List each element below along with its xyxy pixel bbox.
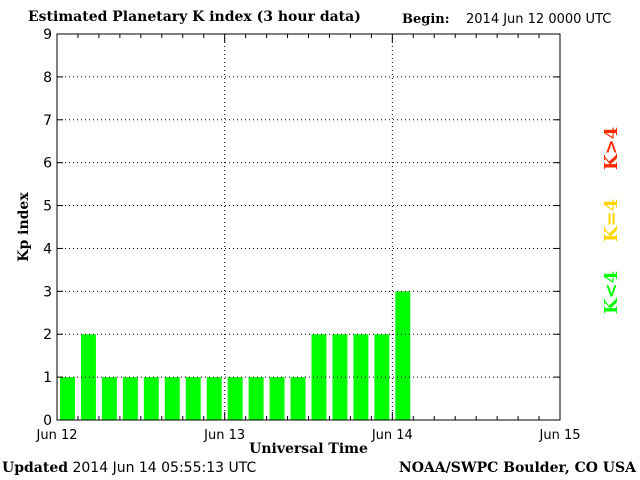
kp-bar — [332, 334, 348, 420]
y-tick-label: 7 — [43, 113, 52, 129]
y-tick-label: 9 — [43, 27, 52, 43]
legend-k-greater: K>4 — [601, 126, 622, 170]
kp-bar — [80, 334, 96, 420]
y-axis-label: Kp index — [16, 192, 32, 262]
x-tick-label: Jun 15 — [539, 428, 581, 443]
y-tick-label: 1 — [43, 370, 52, 386]
y-tick-label: 5 — [43, 199, 52, 215]
kp-bar — [290, 377, 306, 420]
kp-bar — [143, 377, 159, 420]
kp-bar — [311, 334, 327, 420]
credit-line: NOAA/SWPC Boulder, CO USA — [398, 460, 636, 476]
y-tick-label: 6 — [43, 156, 52, 172]
y-tick-label: 2 — [43, 327, 52, 343]
begin-value: 2014 Jun 12 0000 UTC — [466, 12, 612, 27]
y-tick-label: 4 — [43, 241, 52, 257]
chart-title: Estimated Planetary K index (3 hour data… — [28, 9, 361, 25]
kp-bar — [395, 291, 411, 420]
begin-label: Begin: — [402, 12, 450, 27]
kp-bar — [248, 377, 264, 420]
y-tick-label: 3 — [43, 284, 52, 300]
plot-frame — [56, 33, 561, 421]
kp-bar — [269, 377, 285, 420]
updated-timestamp: Updated 2014 Jun 14 05:55:13 UTC — [2, 460, 256, 476]
kp-bar — [227, 377, 243, 420]
x-tick-label: Jun 14 — [371, 428, 413, 443]
kp-bar — [60, 377, 75, 420]
y-tick-label: 0 — [43, 413, 52, 429]
x-tick-label: Jun 13 — [203, 428, 245, 443]
kp-bar — [206, 377, 222, 420]
updated-label: Updated — [2, 460, 69, 476]
kp-bar — [353, 334, 369, 420]
y-tick-label: 8 — [43, 70, 52, 86]
x-tick-label: Jun 12 — [36, 428, 78, 443]
updated-value: 2014 Jun 14 05:55:13 UTC — [72, 460, 257, 476]
kp-bar — [122, 377, 138, 420]
x-axis-label: Universal Time — [249, 441, 368, 457]
legend-k-less: K<4 — [601, 270, 622, 314]
kp-bar — [164, 377, 180, 420]
legend-k-equal: K=4 — [601, 198, 622, 242]
kp-bar — [101, 377, 117, 420]
kp-bar — [185, 377, 201, 420]
